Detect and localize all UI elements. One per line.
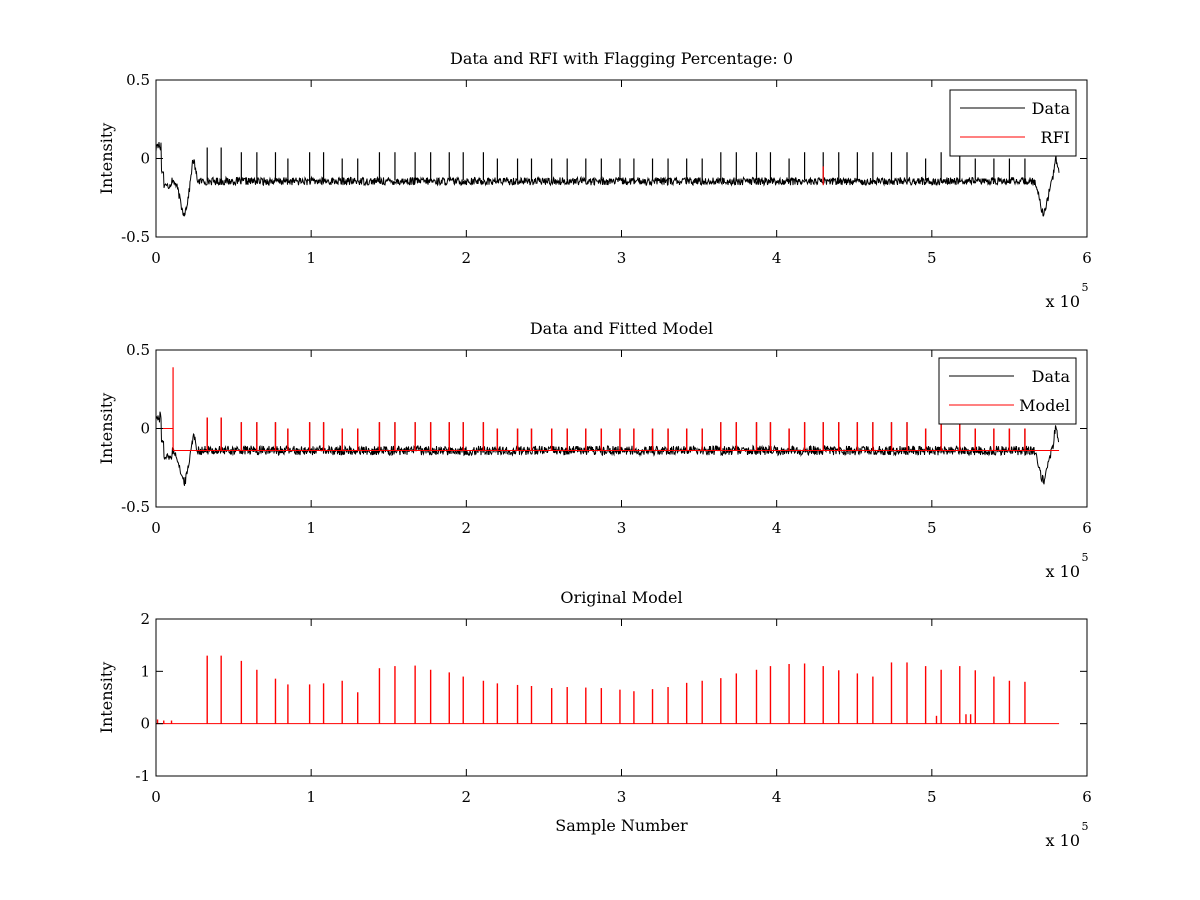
x-tick-label: 2	[462, 788, 472, 806]
y-tick-label: 0.5	[126, 71, 150, 89]
legend-box	[938, 357, 1077, 425]
y-axis-label: Intensity	[97, 662, 116, 734]
x-tick-label: 1	[306, 519, 316, 537]
legend-box	[949, 89, 1077, 157]
plot-area	[156, 655, 1060, 725]
x-tick-label: 4	[772, 519, 782, 537]
y-tick-label: -1	[135, 767, 150, 785]
legend-label-rfi: RFI	[1041, 128, 1070, 147]
x-tick-label: 2	[462, 249, 472, 267]
x-tick-label: 0	[151, 788, 161, 806]
axes-frame	[155, 618, 1088, 777]
series-model-line	[156, 655, 1060, 725]
x-tick-label: 6	[1082, 519, 1092, 537]
x-multiplier-exponent: 5	[1082, 820, 1089, 833]
data-trace	[156, 142, 1060, 217]
y-tick-label: 1	[140, 662, 150, 680]
x-tick-label: 4	[772, 788, 782, 806]
x-tick-label: 1	[306, 249, 316, 267]
chart-title: Original Model	[560, 588, 682, 607]
x-tick-label: 3	[617, 249, 627, 267]
x-tick-label: 5	[927, 788, 937, 806]
legend-label-model: Model	[1019, 396, 1070, 415]
x-tick-label: 5	[927, 249, 937, 267]
model-start-plateau	[156, 428, 174, 451]
x-multiplier-exponent: 5	[1082, 281, 1089, 294]
x-tick-label: 3	[617, 788, 627, 806]
x-tick-label: 6	[1082, 788, 1092, 806]
x-multiplier-label: x 10	[1046, 562, 1080, 581]
y-axis-label: Intensity	[97, 123, 116, 195]
y-tick-label: -0.5	[121, 498, 150, 516]
series-data-line	[156, 411, 1060, 486]
legend: Data Model	[938, 357, 1077, 425]
y-tick-label: -0.5	[121, 228, 150, 246]
x-tick-label: 3	[617, 519, 627, 537]
y-tick-label: 0.5	[126, 341, 150, 359]
x-tick-label: 2	[462, 519, 472, 537]
legend-label-data: Data	[1032, 99, 1071, 118]
plot-area	[156, 367, 1060, 486]
data-trace	[156, 411, 1060, 486]
x-axis-label: Sample Number	[555, 816, 688, 835]
x-tick-label: 6	[1082, 249, 1092, 267]
x-tick-label: 1	[306, 788, 316, 806]
x-tick-label: 4	[772, 249, 782, 267]
x-multiplier-exponent: 5	[1082, 551, 1089, 564]
plot-area	[156, 142, 1060, 217]
chart-title: Data and RFI with Flagging Percentage: 0	[450, 49, 793, 68]
x-multiplier-label: x 10	[1046, 292, 1080, 311]
y-axis-label: Intensity	[97, 393, 116, 465]
chart-title: Data and Fitted Model	[530, 319, 713, 338]
series-model-line	[156, 367, 1060, 451]
y-tick-label: 0	[140, 150, 150, 168]
y-tick-label: 0	[140, 715, 150, 733]
x-tick-label: 0	[151, 519, 161, 537]
legend-label-data: Data	[1032, 367, 1071, 386]
x-tick-label: 5	[927, 519, 937, 537]
legend: Data RFI	[949, 89, 1077, 157]
x-multiplier-label: x 10	[1046, 831, 1080, 850]
series-data-line	[156, 142, 1060, 217]
axes-frame	[155, 79, 1088, 238]
y-tick-label: 0	[140, 420, 150, 438]
y-tick-label: 2	[140, 610, 150, 628]
x-tick-label: 0	[151, 249, 161, 267]
